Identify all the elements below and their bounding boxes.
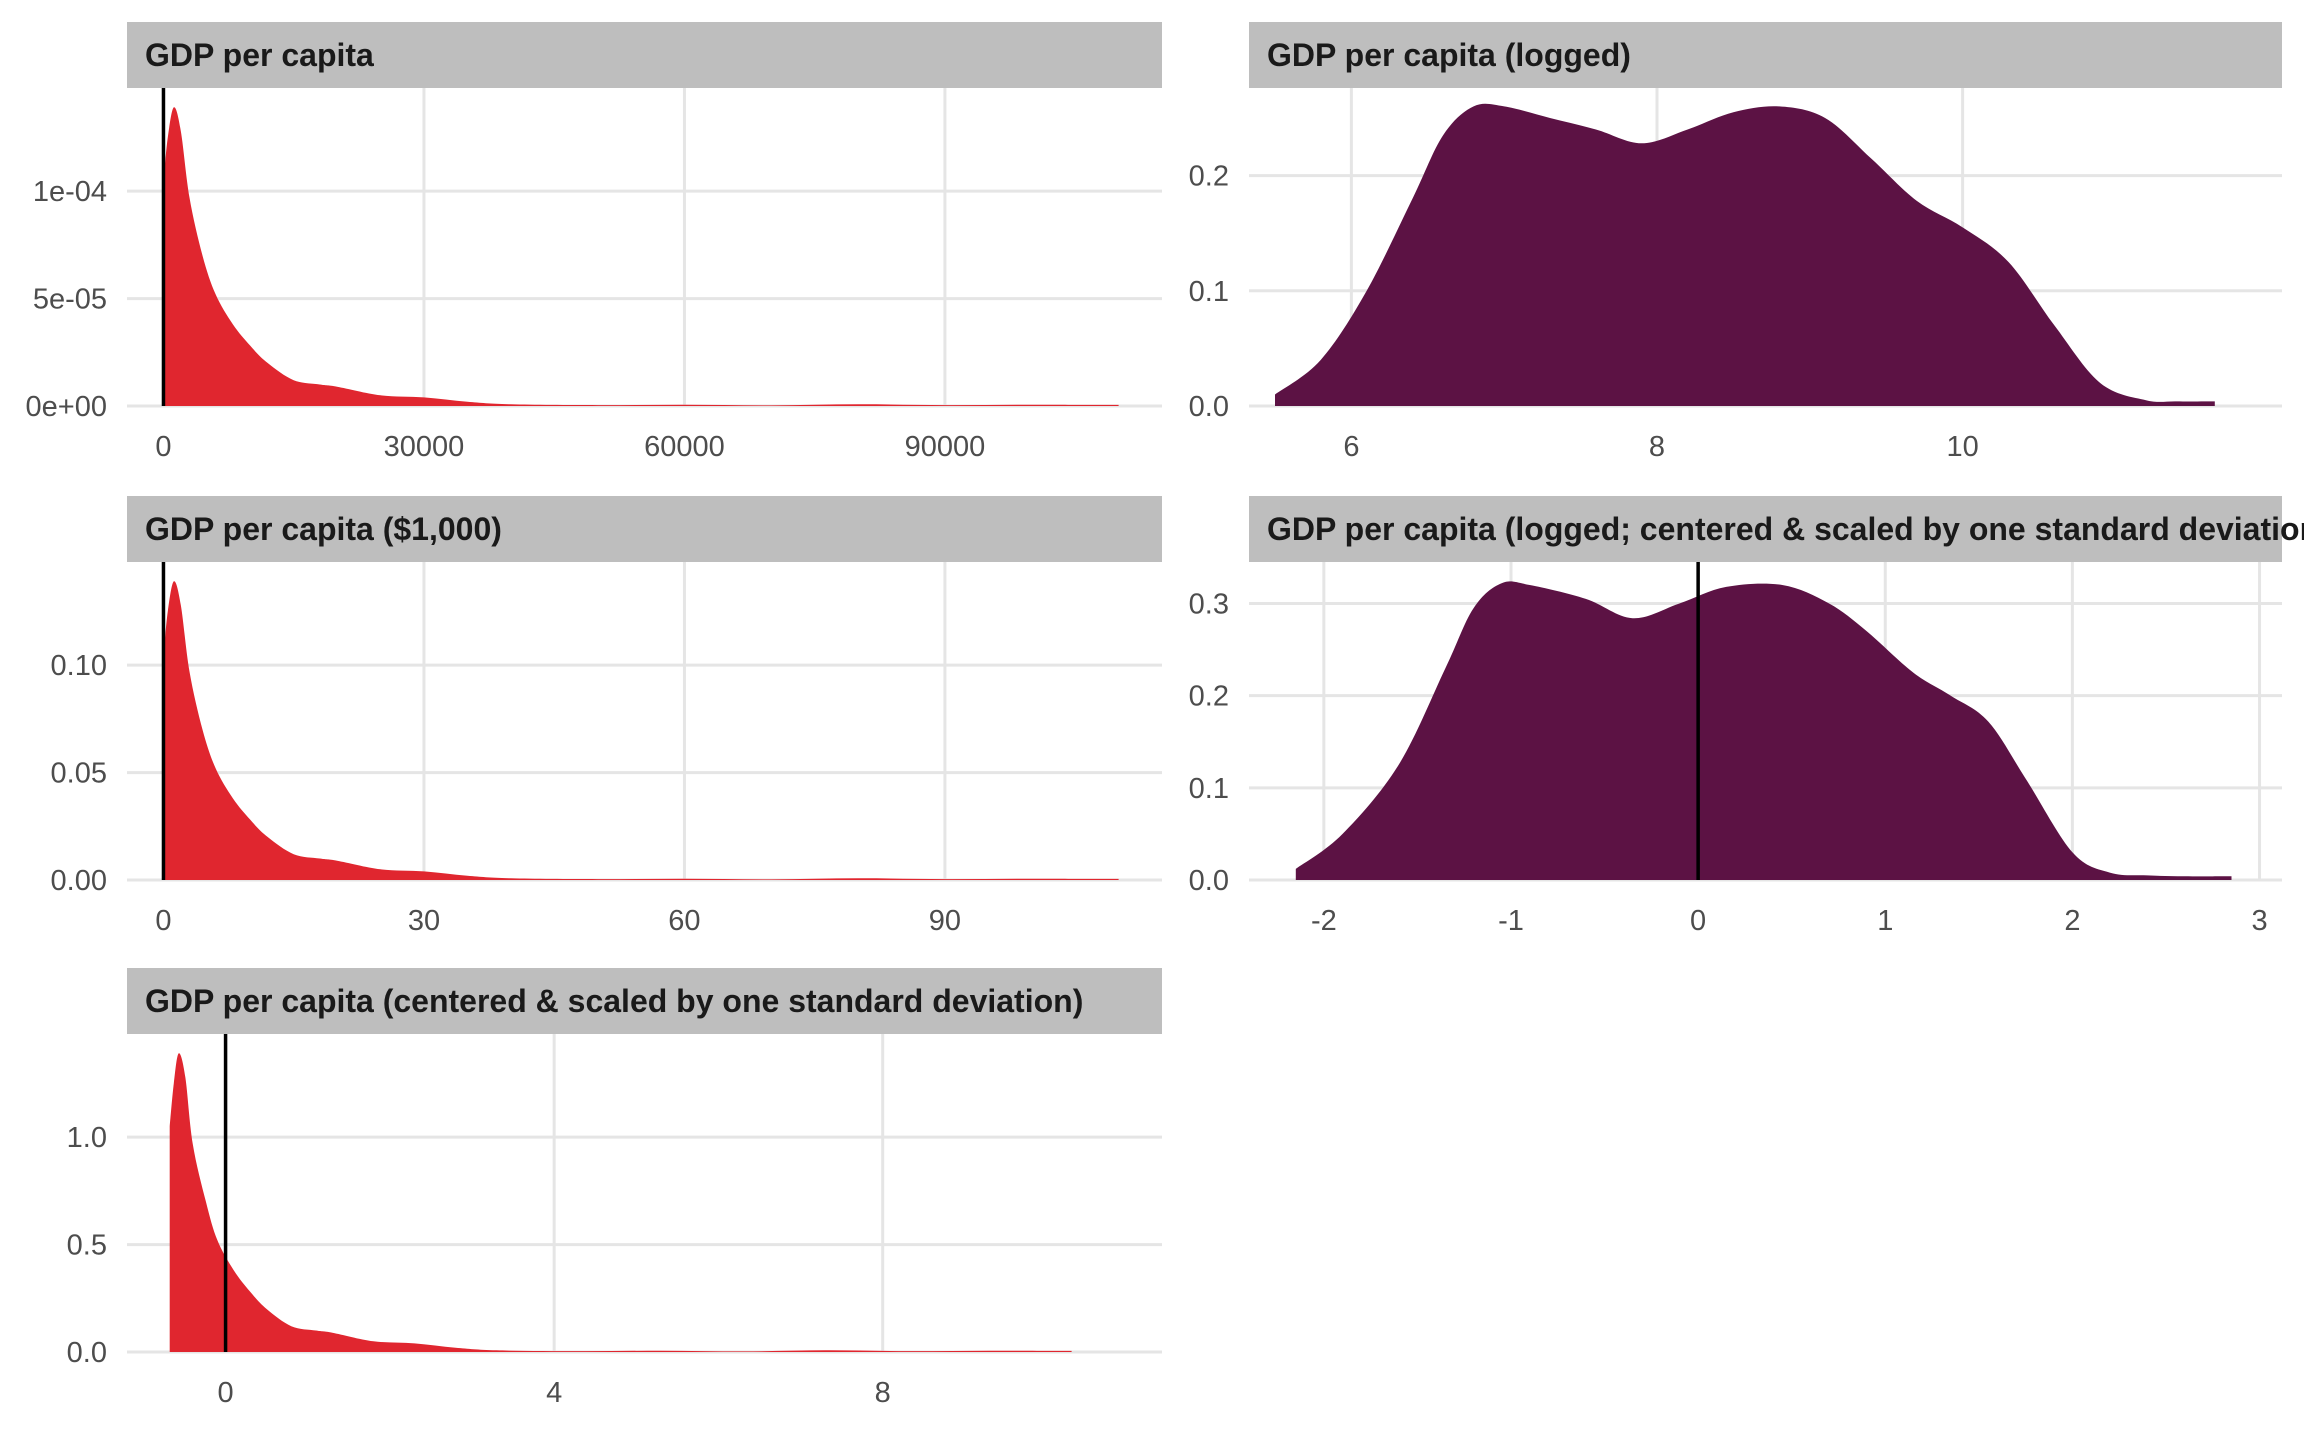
x-tick-label: -1 — [1498, 905, 1524, 937]
facet-strip — [127, 496, 1162, 562]
facet-strip — [1249, 496, 2282, 562]
panel-3: GDP per capita ($1,000) 0 30 60 90 0.00 0.05 0.… — [51, 496, 1162, 937]
x-tick-label: 6 — [1343, 431, 1359, 463]
y-tick-label: 0.1 — [1189, 276, 1229, 308]
facet-strip — [127, 968, 1162, 1034]
x-tick-label: 30000 — [384, 431, 465, 463]
y-tick-label: 1.0 — [67, 1122, 107, 1154]
panel-1: GDP per capita 0 30000 60000 90000 0e+00 5e-05… — [26, 22, 1162, 463]
panel-5: GDP per capita (centered & scaled by one… — [67, 968, 1162, 1409]
facet-strip — [1249, 22, 2282, 88]
x-tick-label: 60 — [668, 905, 700, 937]
x-tick-label: 2 — [2064, 905, 2080, 937]
y-tick-label: 0.5 — [67, 1230, 107, 1262]
facet-title: GDP per capita — [145, 37, 374, 73]
density-area — [163, 107, 1119, 407]
x-tick-label: 8 — [875, 1377, 891, 1409]
facet-title: GDP per capita (logged; centered & scale… — [1267, 511, 2304, 547]
y-tick-label: 0.0 — [1189, 391, 1229, 423]
x-tick-label: 30 — [408, 905, 440, 937]
y-tick-label: 0.2 — [1189, 161, 1229, 193]
x-tick-label: 10 — [1946, 431, 1978, 463]
density-area — [1295, 581, 2232, 880]
y-tick-label: 1e-04 — [33, 176, 107, 208]
x-tick-label: 90 — [929, 905, 961, 937]
panel-4: GDP per capita (logged; centered & scale… — [1189, 496, 2304, 937]
facet-title: GDP per capita ($1,000) — [145, 511, 502, 547]
facet-strip — [127, 22, 1162, 88]
facet-title: GDP per capita (logged) — [1267, 37, 1631, 73]
density-area — [169, 1053, 1072, 1352]
y-tick-label: 0.00 — [51, 865, 107, 897]
y-tick-label: 0.10 — [51, 650, 107, 682]
x-tick-label: 60000 — [644, 431, 725, 463]
y-tick-label: 5e-05 — [33, 284, 107, 316]
y-tick-label: 0.2 — [1189, 681, 1229, 713]
x-tick-label: 8 — [1649, 431, 1665, 463]
x-tick-label: 0 — [155, 905, 171, 937]
x-tick-label: 0 — [218, 1377, 234, 1409]
x-tick-label: -2 — [1311, 905, 1337, 937]
y-tick-label: 0e+00 — [26, 391, 107, 423]
panel-2: GDP per capita (logged) 6 8 10 0.0 0.1 0.2 — [1189, 22, 2282, 463]
x-tick-label: 1 — [1877, 905, 1893, 937]
x-tick-label: 90000 — [905, 431, 986, 463]
y-tick-label: 0.0 — [67, 1337, 107, 1369]
density-area — [163, 581, 1119, 880]
y-tick-label: 0.05 — [51, 758, 107, 790]
density-area — [1275, 103, 2215, 406]
facet-title: GDP per capita (centered & scaled by one… — [145, 983, 1083, 1019]
x-tick-label: 0 — [155, 431, 171, 463]
y-tick-label: 0.1 — [1189, 773, 1229, 805]
x-tick-label: 3 — [2251, 905, 2267, 937]
y-tick-label: 0.0 — [1189, 865, 1229, 897]
y-tick-label: 0.3 — [1189, 588, 1229, 620]
x-tick-label: 4 — [546, 1377, 562, 1409]
x-tick-label: 0 — [1690, 905, 1706, 937]
